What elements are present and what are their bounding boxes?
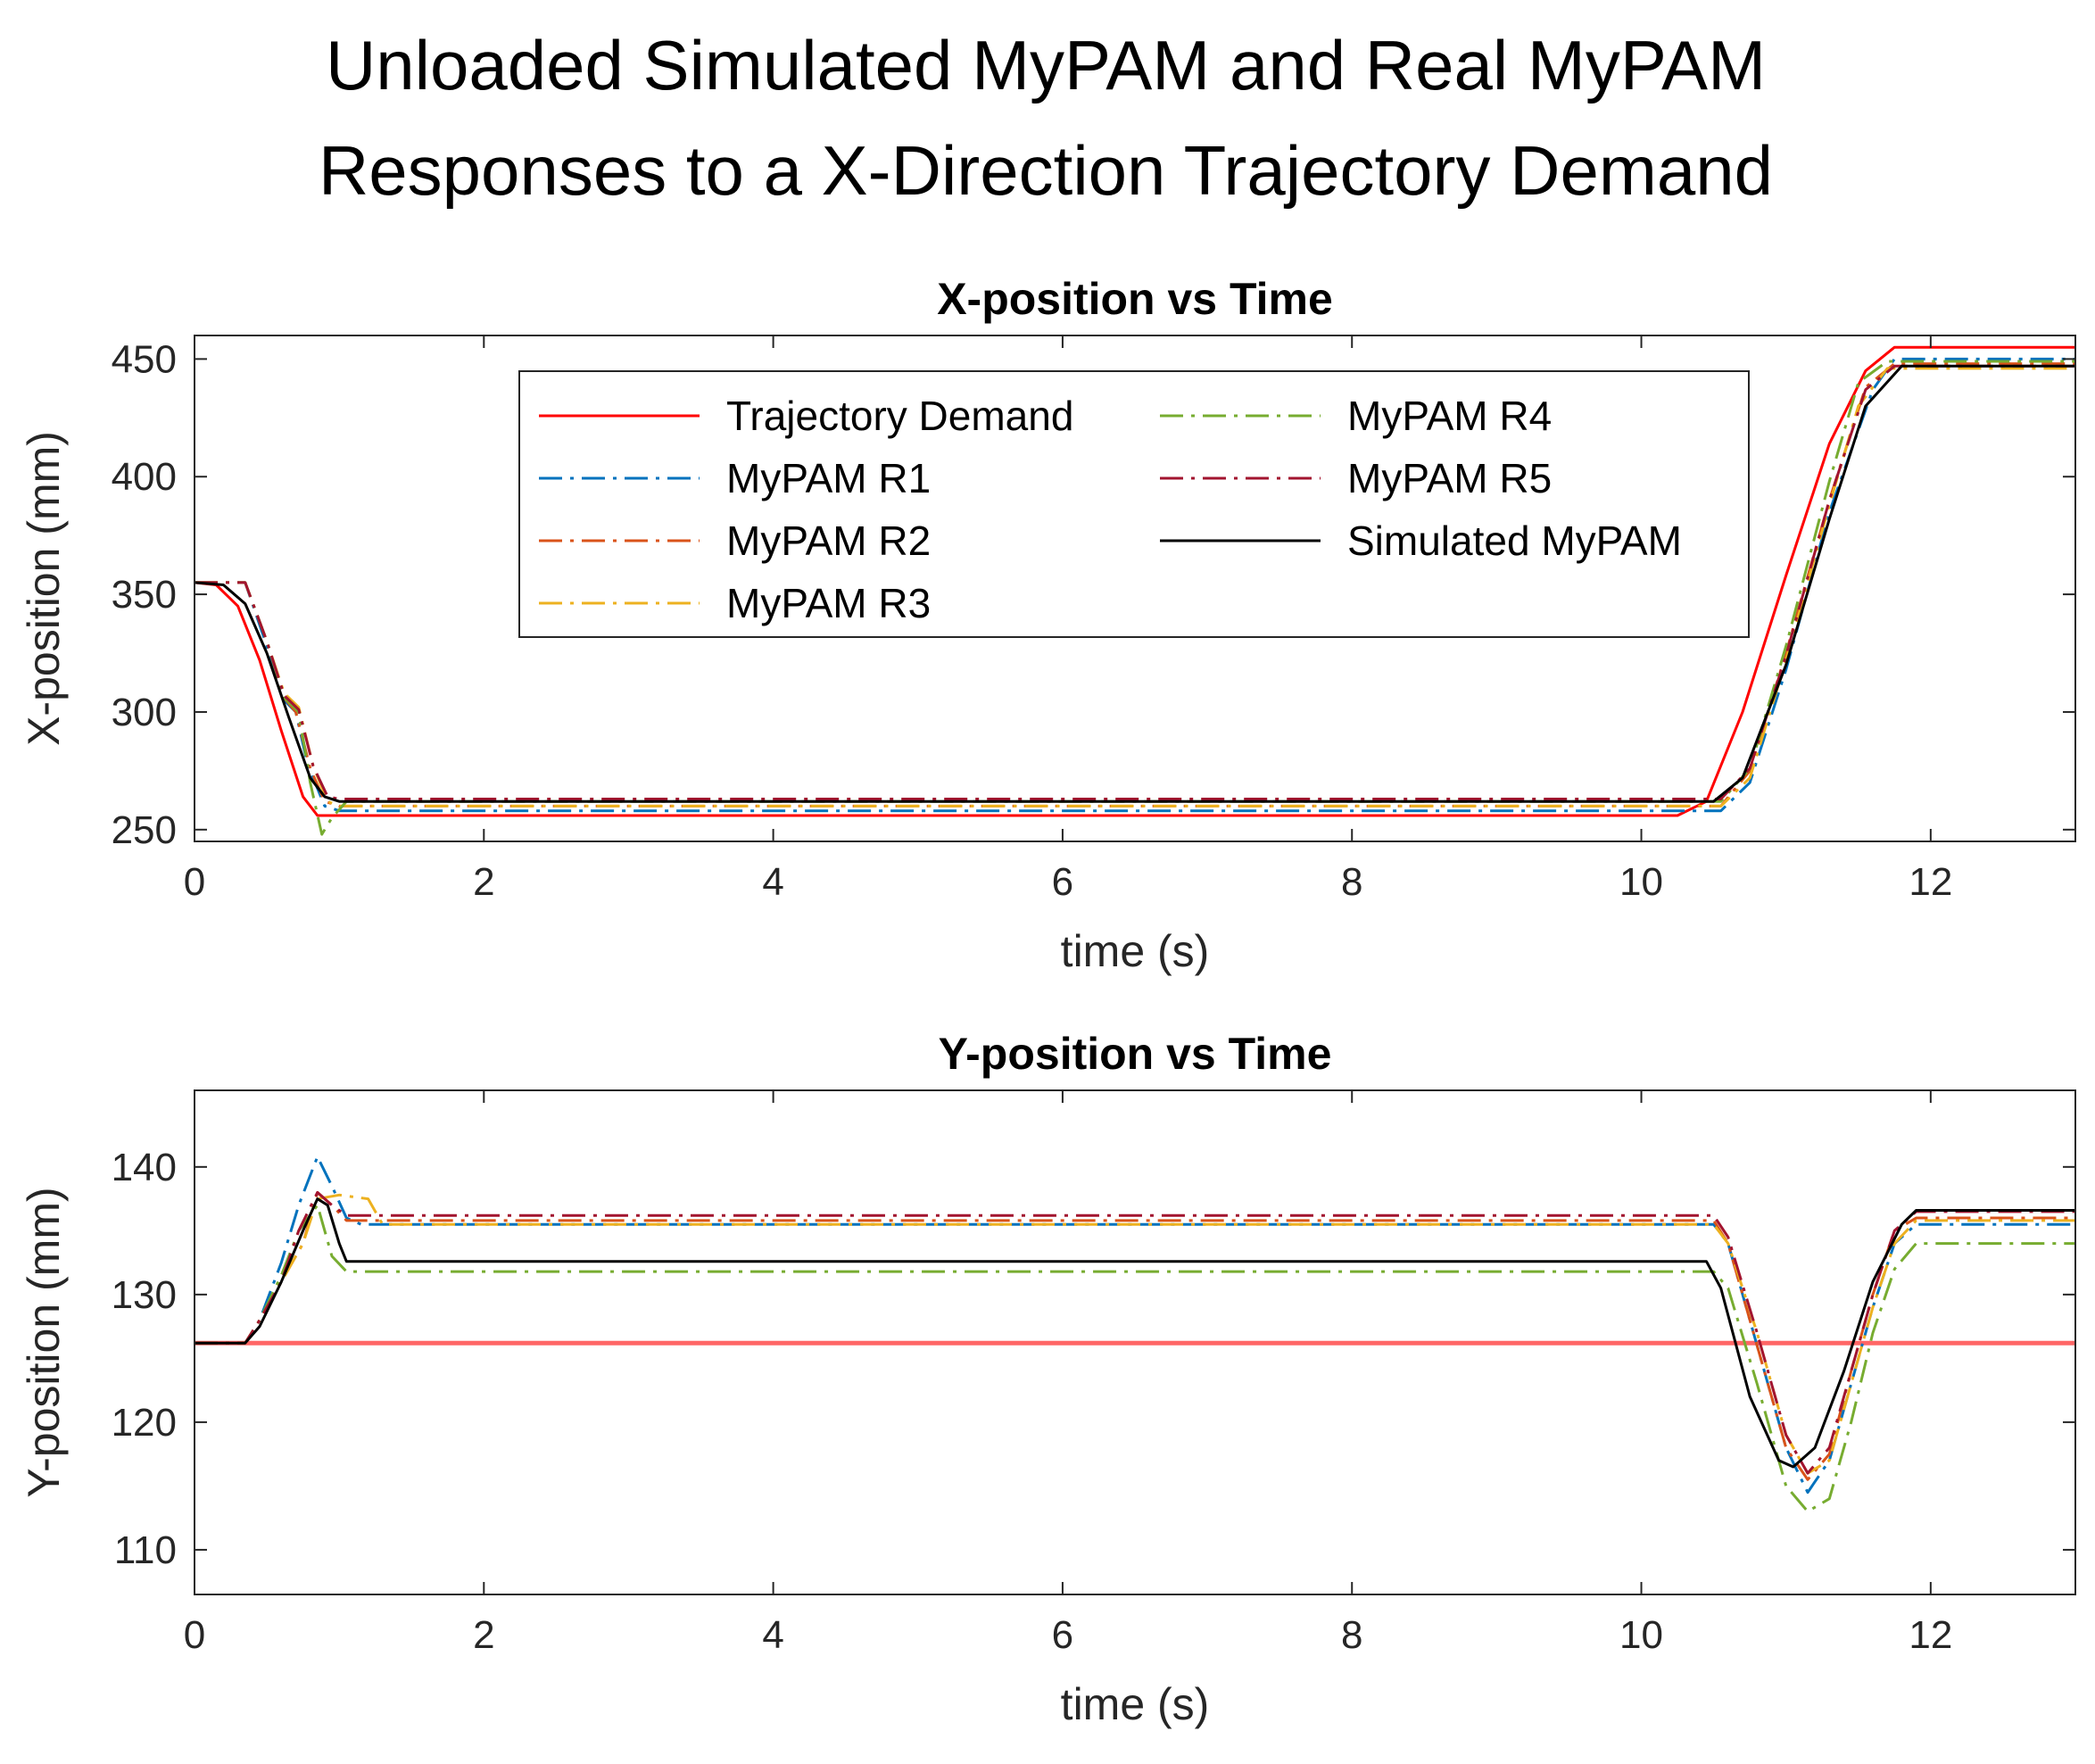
y-position-ytick-label: 120 bbox=[112, 1401, 177, 1445]
legend-label-simulated-mypam: Simulated MyPAM bbox=[1347, 518, 1682, 564]
y-position-xtick-label: 4 bbox=[762, 1613, 783, 1657]
y-position-series-mypam-r1 bbox=[195, 1155, 2075, 1495]
x-position-xtick-label: 2 bbox=[473, 860, 494, 904]
y-position-xtick-label: 8 bbox=[1341, 1613, 1362, 1657]
x-position-chart: 0 2 4 6 8 10 12 250 300 350 400 450 X-position vs Ti… bbox=[19, 274, 2076, 976]
x-position-chart-title: X-position vs Time bbox=[937, 274, 1333, 324]
x-position-xtick-label: 4 bbox=[762, 860, 783, 904]
x-position-series-simulated-mypam bbox=[195, 364, 2075, 803]
y-position-chart-title: Y-position vs Time bbox=[939, 1029, 1332, 1079]
x-position-xtick-label: 10 bbox=[1619, 860, 1663, 904]
legend-label-mypam-r2: MyPAM R2 bbox=[726, 518, 931, 564]
y-position-ytick-label: 140 bbox=[112, 1146, 177, 1189]
x-position-legend: Trajectory Demand MyPAM R1 MyPAM R2 MyPAM R… bbox=[518, 370, 1750, 638]
legend-label-mypam-r5: MyPAM R5 bbox=[1347, 455, 1552, 501]
x-position-ytick-label: 250 bbox=[112, 808, 177, 852]
y-position-x-axis-label: time (s) bbox=[1061, 1679, 1210, 1729]
y-position-chart: 0 2 4 6 8 10 12 110 120 130 140 Y-position vs Time t… bbox=[19, 1029, 2076, 1729]
x-position-y-axis-label: X-position (mm) bbox=[19, 431, 69, 746]
legend-label-mypam-r3: MyPAM R3 bbox=[726, 580, 931, 626]
x-position-x-axis-label: time (s) bbox=[1061, 926, 1210, 976]
y-position-xtick-label: 6 bbox=[1052, 1613, 1073, 1657]
y-position-y-axis-label: Y-position (mm) bbox=[19, 1187, 69, 1497]
x-position-ytick-label: 350 bbox=[112, 573, 177, 617]
x-position-ytick-label: 450 bbox=[112, 337, 177, 381]
x-position-xtick-label: 12 bbox=[1909, 860, 1952, 904]
legend-label-mypam-r1: MyPAM R1 bbox=[726, 455, 931, 501]
y-position-xtick-label: 0 bbox=[184, 1613, 205, 1657]
y-position-axes-box bbox=[194, 1089, 2076, 1595]
y-position-xtick-label: 2 bbox=[473, 1613, 494, 1657]
x-position-ytick-label: 300 bbox=[112, 691, 177, 734]
figure-title-line2: Responses to a X-Direction Trajectory De… bbox=[319, 131, 1773, 210]
x-position-xtick-label: 8 bbox=[1341, 860, 1362, 904]
x-position-series-group bbox=[195, 345, 2075, 836]
legend-box bbox=[518, 370, 1750, 638]
y-position-series-mypam-r4 bbox=[195, 1204, 2075, 1513]
x-position-xtick-label: 0 bbox=[184, 860, 205, 904]
y-position-xtick-label: 12 bbox=[1909, 1613, 1952, 1657]
y-position-ytick-label: 130 bbox=[112, 1273, 177, 1317]
y-position-series-simulated-mypam bbox=[195, 1197, 2075, 1469]
x-position-series-mypam-r5 bbox=[195, 364, 2075, 800]
y-position-series-group bbox=[195, 1155, 2075, 1513]
legend-label-trajectory-demand: Trajectory Demand bbox=[726, 393, 1073, 439]
y-position-ytick-label: 110 bbox=[114, 1528, 177, 1572]
y-position-xtick-label: 10 bbox=[1619, 1613, 1663, 1657]
x-position-xtick-label: 6 bbox=[1052, 860, 1073, 904]
figure-title-line1: Unloaded Simulated MyPAM and Real MyPAM bbox=[326, 26, 1766, 104]
x-position-ytick-label: 400 bbox=[112, 455, 177, 499]
legend-label-mypam-r4: MyPAM R4 bbox=[1347, 393, 1552, 439]
x-position-axes-box bbox=[194, 335, 2076, 842]
